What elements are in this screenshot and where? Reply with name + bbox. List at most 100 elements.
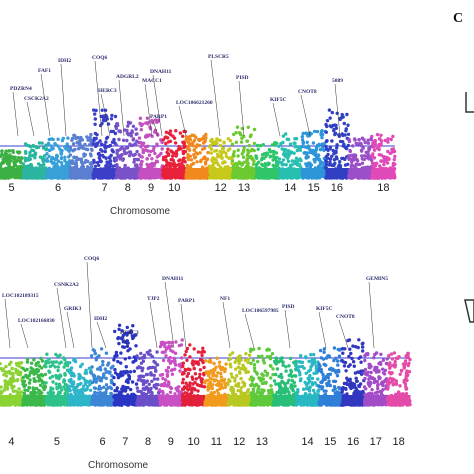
snp-point [155, 155, 160, 159]
snp-point [366, 141, 371, 145]
snp-point [42, 387, 46, 392]
snp-point [346, 132, 351, 136]
snp-point [68, 361, 72, 365]
snp-point [186, 155, 190, 160]
chromosome-tick-label: 7 [102, 182, 108, 194]
snp-point [282, 382, 287, 386]
snp-point [198, 143, 202, 148]
snp-point [65, 146, 69, 150]
snp-point [134, 382, 139, 386]
snp-point [156, 377, 160, 381]
snp-point [250, 392, 254, 396]
snp-point [213, 149, 217, 153]
gene-annotation: CSCK2A2 [24, 96, 49, 102]
snp-point [31, 144, 36, 148]
snp-point [331, 388, 335, 392]
snp-point [125, 370, 130, 374]
snp-point [164, 155, 168, 159]
snp-point [117, 323, 122, 327]
chromosome-tick-label: 5 [9, 182, 15, 194]
snp-point [206, 150, 210, 155]
gene-annotation: 5089 [332, 78, 343, 84]
snp-point [40, 156, 45, 160]
snp-point [121, 157, 126, 161]
snp-point [98, 139, 102, 143]
snp-point [139, 378, 144, 383]
snp-point [166, 163, 170, 167]
snp-point [274, 382, 278, 386]
snp-point [287, 149, 291, 154]
chromosome-7-points [112, 323, 139, 407]
snp-point [70, 159, 75, 163]
snp-point [139, 128, 143, 132]
snp-point [385, 161, 390, 165]
snp-point [125, 131, 129, 135]
gene-annotation: FAF1 [38, 68, 51, 74]
snp-point [325, 382, 329, 386]
snp-point [249, 361, 253, 366]
snp-point [60, 165, 65, 169]
snp-point [319, 133, 323, 137]
snp-point [247, 353, 252, 357]
snp-point [277, 374, 281, 379]
snp-point [108, 385, 112, 389]
snp-point [241, 155, 246, 159]
snp-point [123, 357, 128, 361]
snp-point [337, 354, 342, 358]
snp-point [176, 385, 180, 390]
snp-point [25, 156, 30, 161]
gene-annotation: PARP1 [150, 114, 167, 120]
snp-point [218, 143, 223, 148]
snp-point [259, 376, 263, 381]
snp-point [343, 145, 348, 150]
snp-point [306, 162, 310, 166]
snp-point [219, 375, 224, 379]
snp-point [357, 142, 361, 146]
snp-point [169, 158, 173, 162]
snp-point [181, 377, 185, 382]
snp-point [160, 350, 164, 354]
snp-point [92, 158, 96, 162]
snp-point [160, 382, 164, 387]
snp-point [66, 160, 70, 165]
snp-point [324, 144, 328, 149]
snp-point [319, 367, 323, 372]
chromosome-tick-label: 14 [284, 182, 296, 194]
snp-point [283, 153, 287, 158]
snp-point [217, 383, 221, 387]
chromosome-band [136, 395, 160, 405]
snp-point [267, 391, 271, 395]
snp-point [336, 363, 340, 367]
snp-point [153, 161, 157, 166]
snp-point [243, 358, 248, 363]
snp-point [266, 161, 271, 165]
snp-point [269, 384, 273, 388]
snp-point [140, 374, 144, 378]
snp-point [381, 155, 386, 159]
snp-point [142, 387, 147, 392]
chromosome-segment-3-points [66, 357, 93, 407]
snp-point [191, 382, 195, 386]
snp-point [85, 165, 90, 169]
snp-point [158, 373, 163, 377]
snp-point [192, 148, 196, 152]
snp-point [304, 382, 309, 387]
snp-point [311, 151, 315, 156]
snp-point [146, 122, 150, 126]
annotation-leader-line [12, 91, 19, 137]
snp-point [44, 147, 48, 152]
snp-point [213, 140, 217, 144]
snp-point [116, 123, 120, 128]
snp-point [348, 149, 352, 154]
snp-point [78, 139, 82, 143]
snp-point [79, 158, 84, 162]
snp-point [112, 375, 116, 380]
snp-point [274, 151, 279, 155]
snp-point [252, 127, 257, 132]
snp-point [65, 142, 69, 146]
snp-point [378, 137, 382, 141]
snp-point [290, 378, 294, 383]
snp-point [236, 154, 240, 158]
snp-point [138, 121, 142, 126]
snp-point [28, 150, 32, 155]
